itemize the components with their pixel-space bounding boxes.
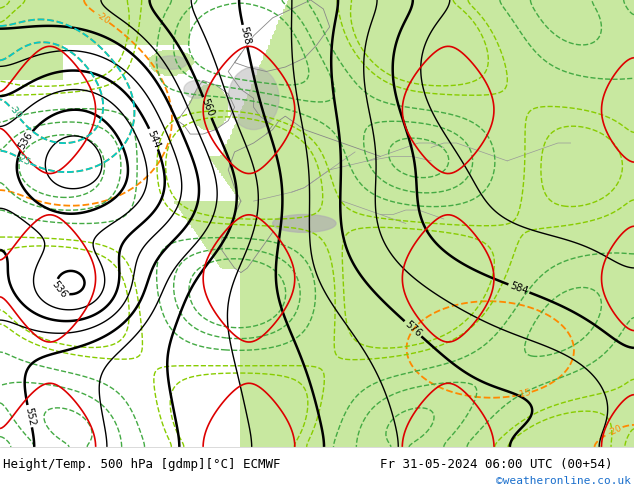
Text: Height/Temp. 500 hPa [gdmp][°C] ECMWF: Height/Temp. 500 hPa [gdmp][°C] ECMWF: [3, 458, 281, 471]
Text: 576: 576: [403, 319, 424, 339]
Text: -20: -20: [606, 423, 623, 438]
Text: -30: -30: [7, 104, 23, 121]
Text: 568: 568: [238, 26, 252, 46]
Text: 544: 544: [146, 128, 162, 149]
Text: -20: -20: [94, 10, 111, 26]
Ellipse shape: [228, 67, 279, 129]
Text: Fr 31-05-2024 06:00 UTC (00+54): Fr 31-05-2024 06:00 UTC (00+54): [380, 458, 613, 471]
Text: -25: -25: [15, 152, 32, 167]
Text: 560: 560: [199, 97, 216, 118]
Ellipse shape: [184, 80, 209, 98]
Ellipse shape: [273, 215, 336, 232]
Text: 552: 552: [23, 406, 36, 426]
Text: 584: 584: [508, 280, 529, 296]
Ellipse shape: [155, 56, 187, 69]
Text: -15: -15: [515, 388, 532, 400]
Text: 536: 536: [49, 279, 69, 300]
Text: ©weatheronline.co.uk: ©weatheronline.co.uk: [496, 476, 631, 486]
Text: 536: 536: [16, 130, 35, 151]
Text: -30: -30: [7, 104, 23, 121]
Text: -25: -25: [15, 152, 32, 167]
